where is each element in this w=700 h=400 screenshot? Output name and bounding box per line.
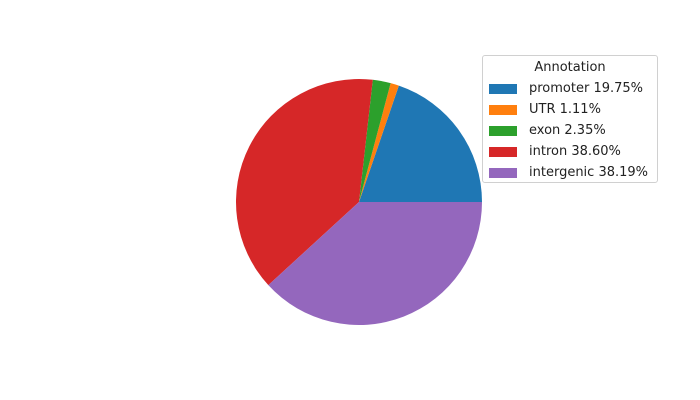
legend-swatch — [489, 104, 517, 115]
legend-swatch — [489, 83, 517, 94]
legend-label: promoter 19.75% — [529, 81, 644, 96]
legend-item-promoter: promoter 19.75% — [483, 78, 657, 99]
pie-slice-intergenic — [268, 202, 482, 325]
legend-swatch — [489, 146, 517, 157]
legend-label: intergenic 38.19% — [529, 165, 649, 180]
legend-item-UTR: UTR 1.11% — [483, 99, 657, 120]
legend: Annotation promoter 19.75% UTR 1.11% exon … — [482, 55, 658, 183]
legend-swatch — [489, 167, 517, 178]
pie-slice-UTR — [359, 83, 399, 202]
pie-slice-intron — [236, 79, 373, 286]
legend-title: Annotation — [534, 60, 606, 75]
pie-slice-promoter — [359, 85, 482, 202]
legend-label: UTR 1.11% — [529, 102, 601, 117]
legend-label: exon 2.35% — [529, 123, 606, 138]
pie-slice-exon — [359, 79, 391, 202]
legend-item-intergenic: intergenic 38.19% — [483, 162, 657, 183]
legend-label: intron 38.60% — [529, 144, 621, 159]
legend-swatch — [489, 125, 517, 136]
legend-item-exon: exon 2.35% — [483, 120, 657, 141]
legend-item-intron: intron 38.60% — [483, 141, 657, 162]
